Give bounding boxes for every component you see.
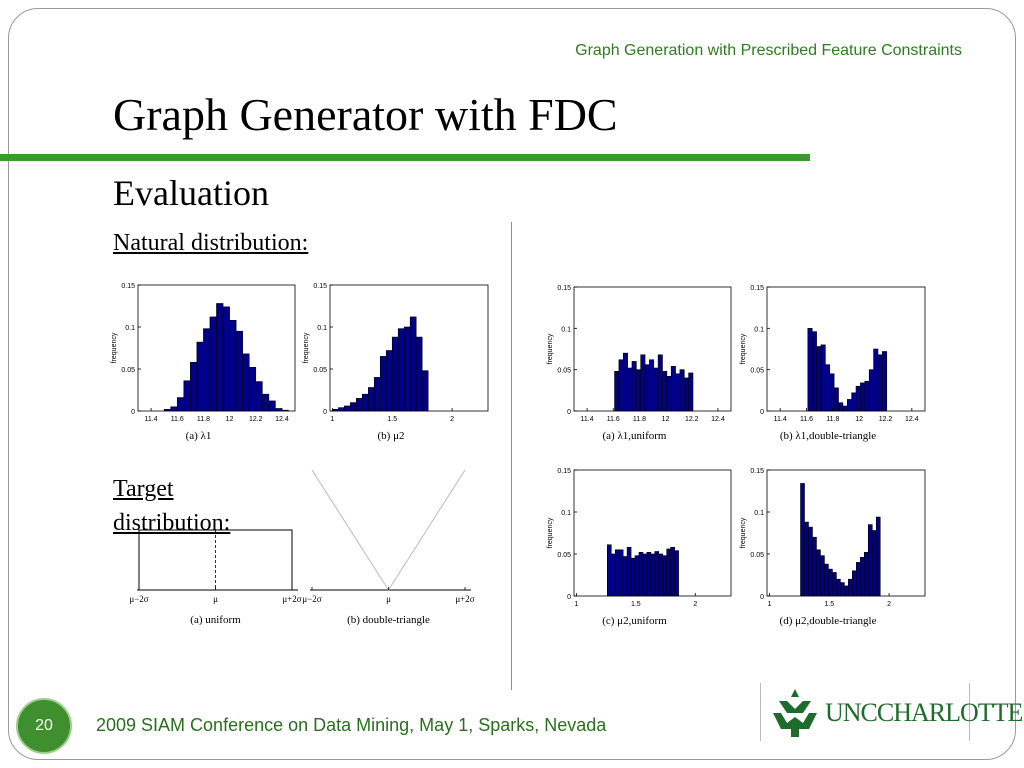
target-distribution-label: Target distribution: [113, 476, 231, 536]
title-underline-bar [0, 154, 810, 161]
slide-header: Graph Generation with Prescribed Feature… [575, 42, 962, 59]
logo-wordmark: UNCCHARLOTTE [825, 698, 1023, 727]
page-number: 20 [35, 717, 53, 734]
column-divider [511, 222, 512, 690]
footer-text: 2009 SIAM Conference on Data Mining, May… [96, 715, 607, 735]
crown-logo-icon [773, 689, 817, 737]
slide-title: Graph Generator with FDC [113, 89, 618, 140]
university-logo: UNCCHARLOTTE [760, 683, 1023, 741]
page-number-badge: 20 [16, 698, 72, 754]
slide-subtitle: Evaluation [113, 173, 269, 213]
natural-distribution-label: Natural distribution: [113, 230, 309, 256]
